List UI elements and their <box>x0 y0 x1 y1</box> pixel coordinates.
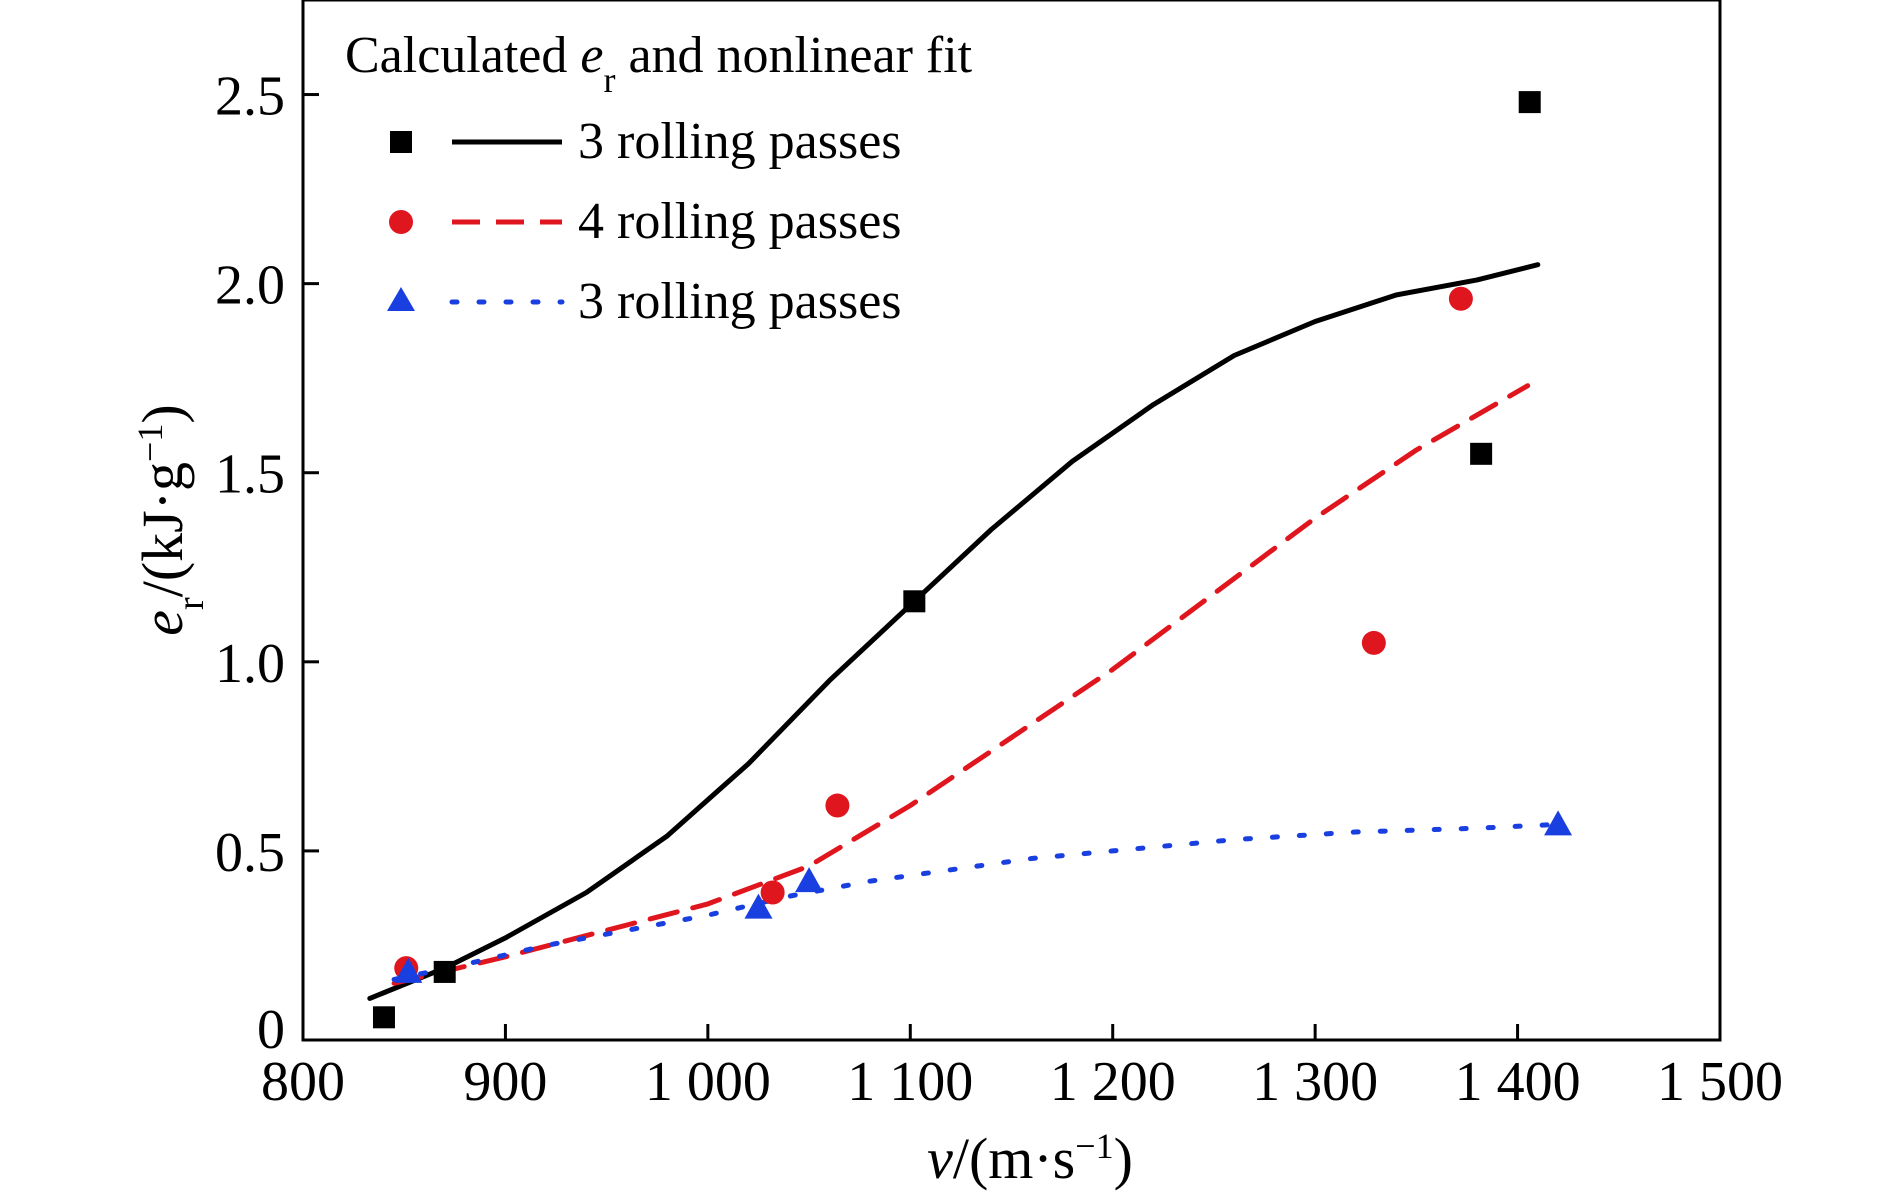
y-tick-label-0: 0 <box>257 999 285 1061</box>
point-series-1-4 <box>1518 91 1541 114</box>
point-series-3-2 <box>795 867 824 893</box>
y-axis-label: er/(kJ·g−1) <box>130 404 212 635</box>
point-series-3-0 <box>394 957 423 983</box>
legend-title: Calculated er and nonlinear fit <box>345 27 973 100</box>
x-tick-label-3: 1 100 <box>847 1051 973 1113</box>
plot-frame <box>301 0 1722 1042</box>
x-tick-label-7: 1 500 <box>1657 1051 1783 1113</box>
point-series-2-1 <box>760 880 785 905</box>
point-series-1-0 <box>372 1006 395 1029</box>
x-axis-label: v/(m·s−1) <box>927 1126 1133 1191</box>
y-tick-label-5: 2.5 <box>215 66 285 128</box>
x-tick-label-2: 1 000 <box>645 1051 771 1113</box>
fit-line-series-1 <box>367 262 1541 1001</box>
point-series-2-2 <box>825 793 850 818</box>
legend: Calculated er and nonlinear fit 3 rollin… <box>345 27 973 330</box>
legend-marker-circle <box>389 210 413 234</box>
point-series-3-3 <box>1544 810 1573 836</box>
x-tick-label-1: 900 <box>463 1051 547 1113</box>
legend-label-series-2: 4 rolling passes <box>578 193 902 250</box>
point-series-3-1 <box>744 893 773 919</box>
y-tick-label-1: 0.5 <box>215 822 285 884</box>
fit-lines <box>367 262 1561 1001</box>
point-series-1-2 <box>903 590 926 613</box>
point-series-2-3 <box>1361 630 1386 655</box>
legend-label-series-1: 3 rolling passes <box>578 113 902 170</box>
x-tick-label-5: 1 300 <box>1252 1051 1378 1113</box>
data-markers <box>372 91 1573 1029</box>
fit-line-series-2 <box>391 383 1531 986</box>
fit-line-series-3 <box>391 821 1561 982</box>
x-tick-label-0: 800 <box>261 1051 345 1113</box>
axis-ticks: 800 900 1 000 1 100 1 200 1 300 1 400 1 500 0 0.5… <box>215 66 1783 1113</box>
x-tick-label-6: 1 400 <box>1455 1051 1581 1113</box>
x-tick-label-4: 1 200 <box>1050 1051 1176 1113</box>
point-series-2-4 <box>1448 286 1473 311</box>
point-series-1-1 <box>433 960 456 983</box>
legend-label-series-3: 3 rolling passes <box>578 273 902 330</box>
legend-marker-triangle <box>387 287 415 311</box>
y-tick-label-4: 2.0 <box>215 255 285 317</box>
legend-marker-square <box>390 131 412 153</box>
point-series-1-3 <box>1470 442 1493 465</box>
y-tick-label-2: 1.0 <box>215 633 285 695</box>
y-tick-label-3: 1.5 <box>215 444 285 506</box>
